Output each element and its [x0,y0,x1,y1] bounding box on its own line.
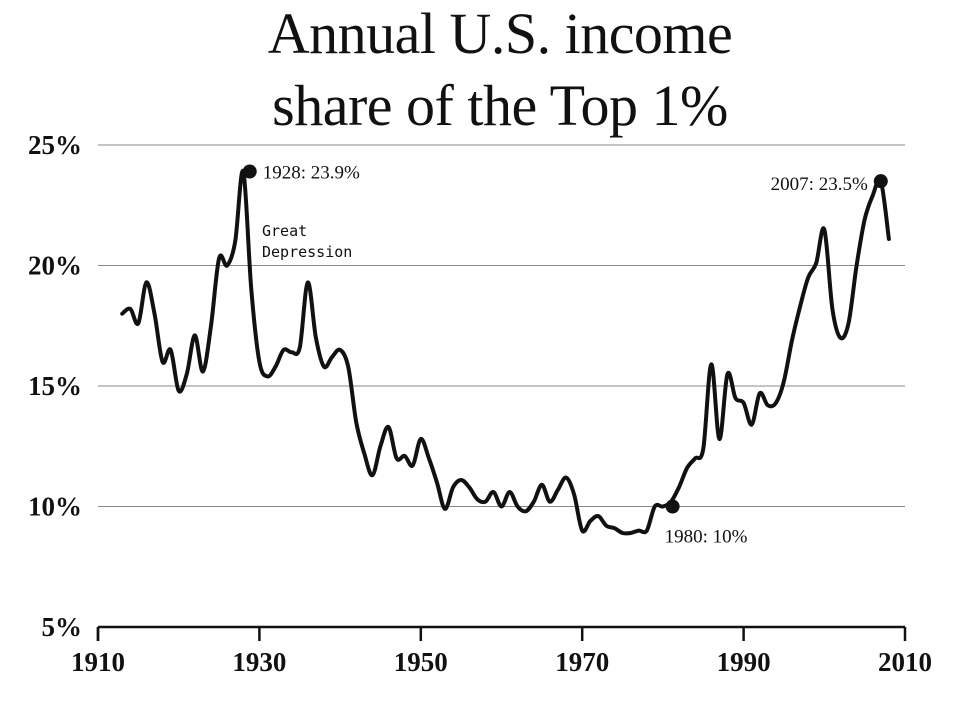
y-tick-label: 25% [28,130,82,160]
x-tick-label: 1950 [394,647,448,677]
y-tick-label: 20% [28,251,82,281]
x-tick-label: 1990 [717,647,771,677]
annotation-marker [873,174,888,189]
chart-title-line-2: share of the Top 1% [272,73,728,138]
series-layer [120,169,891,536]
y-tick-label: 15% [28,371,82,401]
y-tick-labels: 5% 10% 15% 20% 25% [28,130,82,642]
annotation-label: 1928: 23.9% [263,163,360,184]
y-tick-label: 5% [42,612,83,642]
great-depression-note: Great [262,222,307,240]
x-tick-label: 1910 [71,647,125,677]
annotation-marker [242,164,257,179]
x-tick-label: 1930 [232,647,286,677]
annotation-label: 2007: 23.5% [771,174,868,195]
annotation-marker [665,499,680,514]
annotations: 1928: 23.9% 1980: 10% 2007: 23.5% Great Depr… [242,163,888,548]
annotation-label: 1980: 10% [665,527,748,548]
x-tick-label: 1970 [555,647,609,677]
chart-title-line-1: Annual U.S. income [267,1,733,66]
series-line [120,169,891,536]
axes [96,625,907,641]
great-depression-note: Depression [262,243,352,261]
grid-lines [98,144,905,507]
y-tick-label: 10% [28,492,82,522]
x-tick-labels: 1910 1930 1950 1970 1990 2010 [71,647,932,677]
x-tick-label: 2010 [878,647,932,677]
